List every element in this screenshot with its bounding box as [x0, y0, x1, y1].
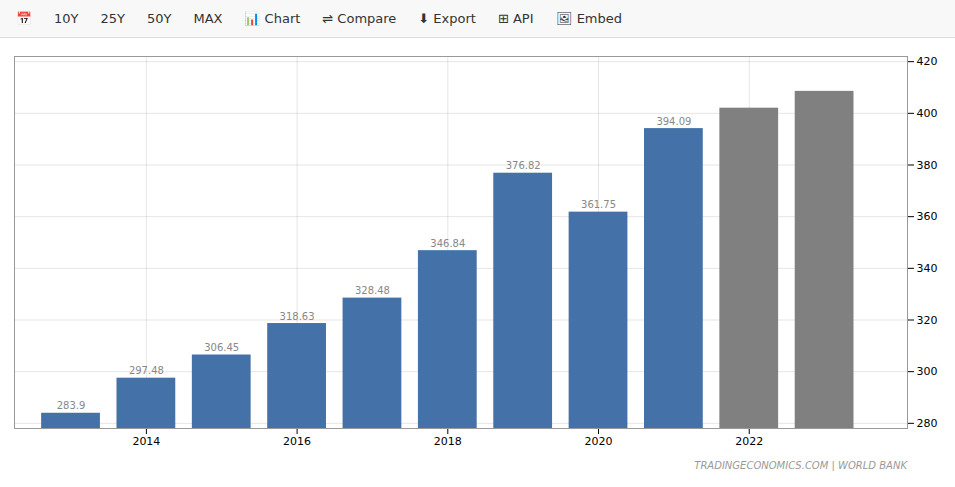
svg-text:400: 400: [917, 107, 938, 120]
svg-text:420: 420: [917, 55, 938, 68]
html-text:⇌ Compare: ⇌ Compare: [322, 11, 397, 26]
svg-text:2016: 2016: [283, 435, 311, 448]
svg-text:300: 300: [917, 365, 938, 378]
html-text:🖼 Embed: 🖼 Embed: [555, 11, 622, 26]
svg-text:2020: 2020: [585, 435, 613, 448]
svg-text:318.63: 318.63: [280, 311, 315, 322]
html-text:📊 Chart: 📊 Chart: [244, 11, 301, 26]
html-text:50Y: 50Y: [147, 11, 172, 26]
svg-text:306.45: 306.45: [204, 342, 239, 353]
svg-text:380: 380: [917, 159, 938, 172]
svg-text:297.48: 297.48: [129, 365, 164, 376]
svg-text:280: 280: [917, 417, 938, 430]
html-text:⬇ Export: ⬇ Export: [418, 11, 476, 26]
svg-text:346.84: 346.84: [430, 238, 465, 249]
svg-text:360: 360: [917, 210, 938, 223]
html-text:TRADINGECONOMICS.COM | WORLD B: TRADINGECONOMICS.COM | WORLD BANK: [694, 460, 907, 471]
svg-text:283.9: 283.9: [57, 400, 86, 411]
svg-text:394.09: 394.09: [656, 116, 691, 127]
html-text:⊞ API: ⊞ API: [497, 11, 534, 26]
svg-text:340: 340: [917, 262, 938, 275]
html-text:MAX: MAX: [193, 11, 223, 26]
svg-text:376.82: 376.82: [506, 160, 541, 171]
svg-text:2014: 2014: [132, 435, 160, 448]
svg-text:2022: 2022: [735, 435, 763, 448]
svg-text:328.48: 328.48: [355, 285, 390, 296]
html-text:25Y: 25Y: [100, 11, 125, 26]
svg-text:2018: 2018: [434, 435, 462, 448]
html-text:10Y: 10Y: [54, 11, 79, 26]
svg-text:320: 320: [917, 314, 938, 327]
svg-text:361.75: 361.75: [581, 199, 616, 210]
